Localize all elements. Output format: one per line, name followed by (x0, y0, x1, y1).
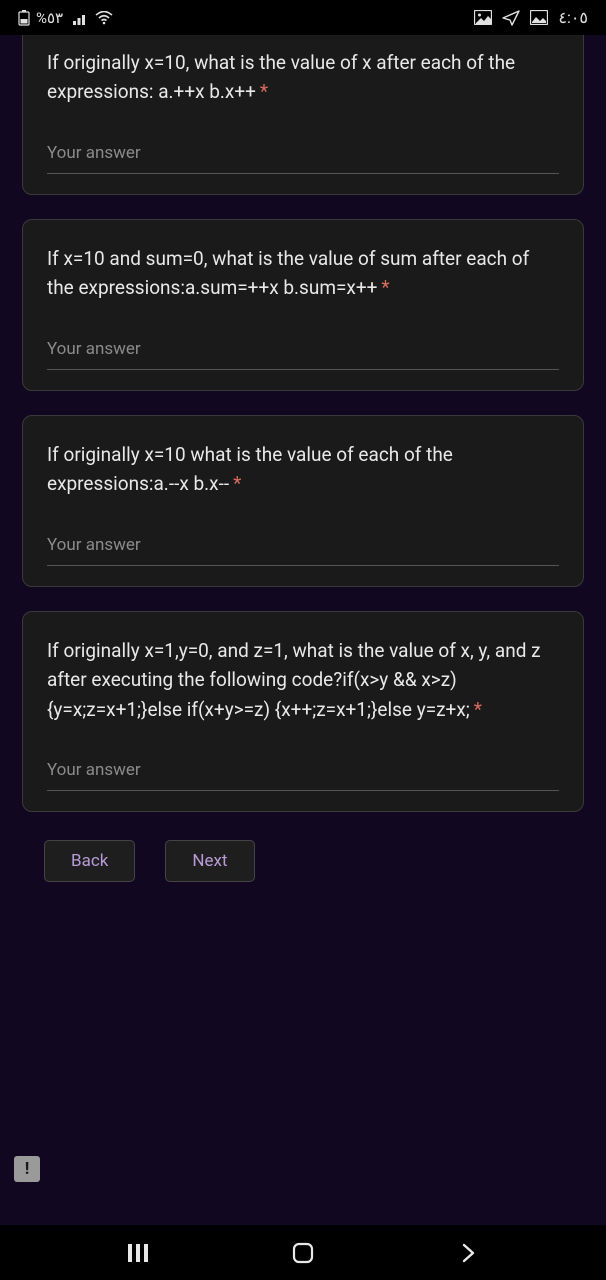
status-right: ٤:٠٥ (474, 8, 588, 27)
answer-input[interactable] (47, 754, 559, 791)
required-mark: * (233, 472, 241, 495)
required-mark: * (260, 80, 268, 103)
question-text-span: If x=10 and sum=0, what is the value of … (47, 247, 529, 299)
back-button[interactable]: Back (44, 840, 135, 882)
wifi-icon (95, 11, 113, 25)
question-card: If x=10 and sum=0, what is the value of … (22, 219, 584, 391)
status-bar: %٥٣ ٤:٠٥ (0, 0, 606, 35)
send-icon (502, 10, 520, 26)
required-mark: * (381, 276, 389, 299)
question-card: If originally x=1,y=0, and z=1, what is … (22, 611, 584, 812)
question-text-span: If originally x=1,y=0, and z=1, what is … (47, 639, 541, 721)
alert-icon[interactable]: ! (14, 1156, 40, 1182)
question-text: If originally x=10, what is the value of… (47, 48, 559, 107)
form-content: If originally x=10, what is the value of… (0, 35, 606, 1225)
time-text: ٤:٠٥ (558, 8, 588, 27)
next-button[interactable]: Next (165, 840, 254, 882)
answer-input[interactable] (47, 137, 559, 174)
signal-icon (73, 11, 89, 25)
question-text: If originally x=1,y=0, and z=1, what is … (47, 636, 559, 724)
back-button-system[interactable] (443, 1233, 493, 1273)
required-mark: * (474, 698, 482, 721)
status-left: %٥٣ (18, 9, 113, 27)
question-text: If x=10 and sum=0, what is the value of … (47, 244, 559, 303)
battery-icon (18, 9, 30, 26)
image-icon (474, 10, 492, 25)
answer-input[interactable] (47, 529, 559, 566)
battery-text: %٥٣ (36, 9, 63, 27)
question-text-span: If originally x=10 what is the value of … (47, 443, 453, 495)
form-nav: Back Next (22, 836, 584, 890)
question-card: If originally x=10, what is the value of… (22, 35, 584, 195)
picture-icon (530, 10, 548, 25)
question-card: If originally x=10 what is the value of … (22, 415, 584, 587)
answer-input[interactable] (47, 333, 559, 370)
recent-apps-button[interactable] (113, 1233, 163, 1273)
question-text: If originally x=10 what is the value of … (47, 440, 559, 499)
question-text-span: If originally x=10, what is the value of… (47, 51, 515, 103)
home-button[interactable] (278, 1233, 328, 1273)
system-nav-bar (0, 1225, 606, 1280)
